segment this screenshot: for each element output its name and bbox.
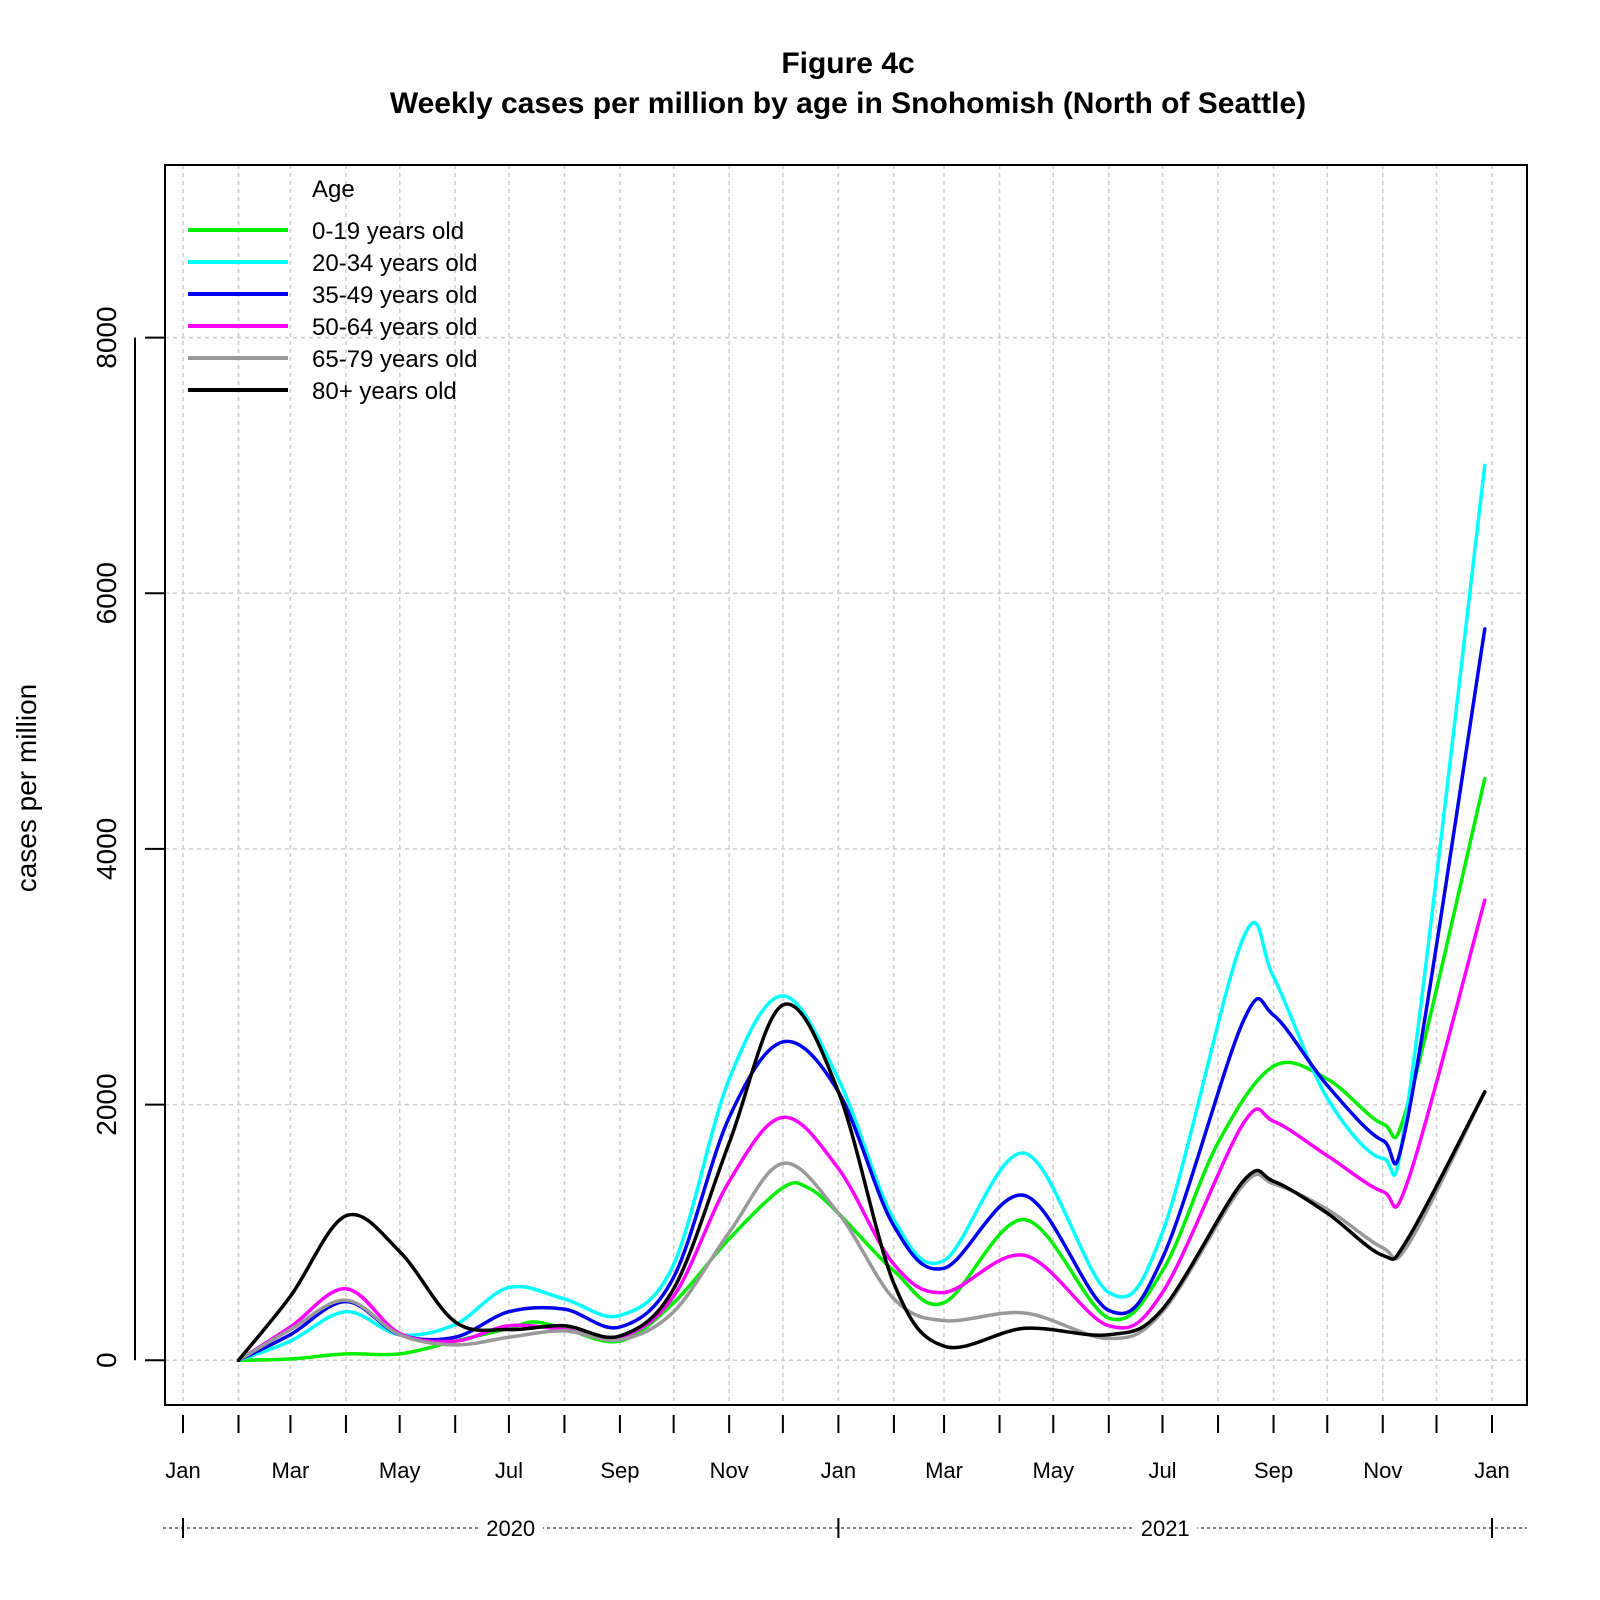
year-label-bg bbox=[478, 1514, 543, 1540]
x-tick-label: May bbox=[1032, 1458, 1074, 1483]
y-axis-label: cases per million bbox=[11, 684, 42, 893]
grid bbox=[165, 165, 1527, 1405]
legend: Age 0-19 years old 20-34 years old 35-49 y… bbox=[188, 176, 477, 405]
plot-frame bbox=[164, 164, 1528, 1406]
year-label: 2020 bbox=[486, 1516, 535, 1541]
legend-label: 50-64 years old bbox=[312, 314, 477, 341]
x-tick-label: Nov bbox=[1363, 1458, 1402, 1483]
y-axis: 0 2000 4000 6000 8000 bbox=[91, 306, 165, 1368]
x-tick-label: Jan bbox=[821, 1458, 856, 1483]
legend-title: Age bbox=[312, 176, 355, 203]
year-label-bg bbox=[1133, 1514, 1198, 1540]
chart-title: Figure 4c bbox=[781, 47, 914, 80]
legend-label: 20-34 years old bbox=[312, 250, 477, 277]
x-tick-label: Jan bbox=[1474, 1458, 1509, 1483]
y-tick-label: 6000 bbox=[91, 562, 122, 624]
chart-subtitle: Weekly cases per million by age in Snoho… bbox=[390, 87, 1306, 120]
x-tick-label: May bbox=[379, 1458, 421, 1483]
x-axis: Jan Mar May Jul Sep Nov Jan Mar May Jul Sep Nov Jan 2… bbox=[163, 1415, 1527, 1541]
legend-label: 65-79 years old bbox=[312, 346, 477, 373]
x-tick-label: Jan bbox=[165, 1458, 200, 1483]
legend-label: 80+ years old bbox=[312, 378, 457, 405]
x-tick-label: Jul bbox=[495, 1458, 523, 1483]
series-line-4 bbox=[236, 898, 1487, 1363]
y-tick-label: 0 bbox=[91, 1352, 122, 1368]
y-tick-label: 8000 bbox=[91, 306, 122, 368]
series-line-2 bbox=[236, 463, 1487, 1363]
series-lines bbox=[236, 463, 1487, 1363]
series-line-6 bbox=[236, 1002, 1487, 1363]
y-tick-label: 2000 bbox=[91, 1073, 122, 1135]
series-line-1 bbox=[236, 776, 1487, 1363]
series-line-3 bbox=[236, 627, 1487, 1363]
x-tick-label: Mar bbox=[271, 1458, 309, 1483]
series-line-5 bbox=[236, 1090, 1487, 1363]
year-label: 2021 bbox=[1141, 1516, 1190, 1541]
y-tick-label: 4000 bbox=[91, 818, 122, 880]
x-tick-label: Sep bbox=[600, 1458, 639, 1483]
legend-label: 0-19 years old bbox=[312, 218, 464, 245]
legend-label: 35-49 years old bbox=[312, 282, 477, 309]
x-tick-label: Sep bbox=[1254, 1458, 1293, 1483]
x-tick-label: Nov bbox=[710, 1458, 749, 1483]
x-tick-label: Mar bbox=[925, 1458, 963, 1483]
x-tick-label: Jul bbox=[1148, 1458, 1176, 1483]
